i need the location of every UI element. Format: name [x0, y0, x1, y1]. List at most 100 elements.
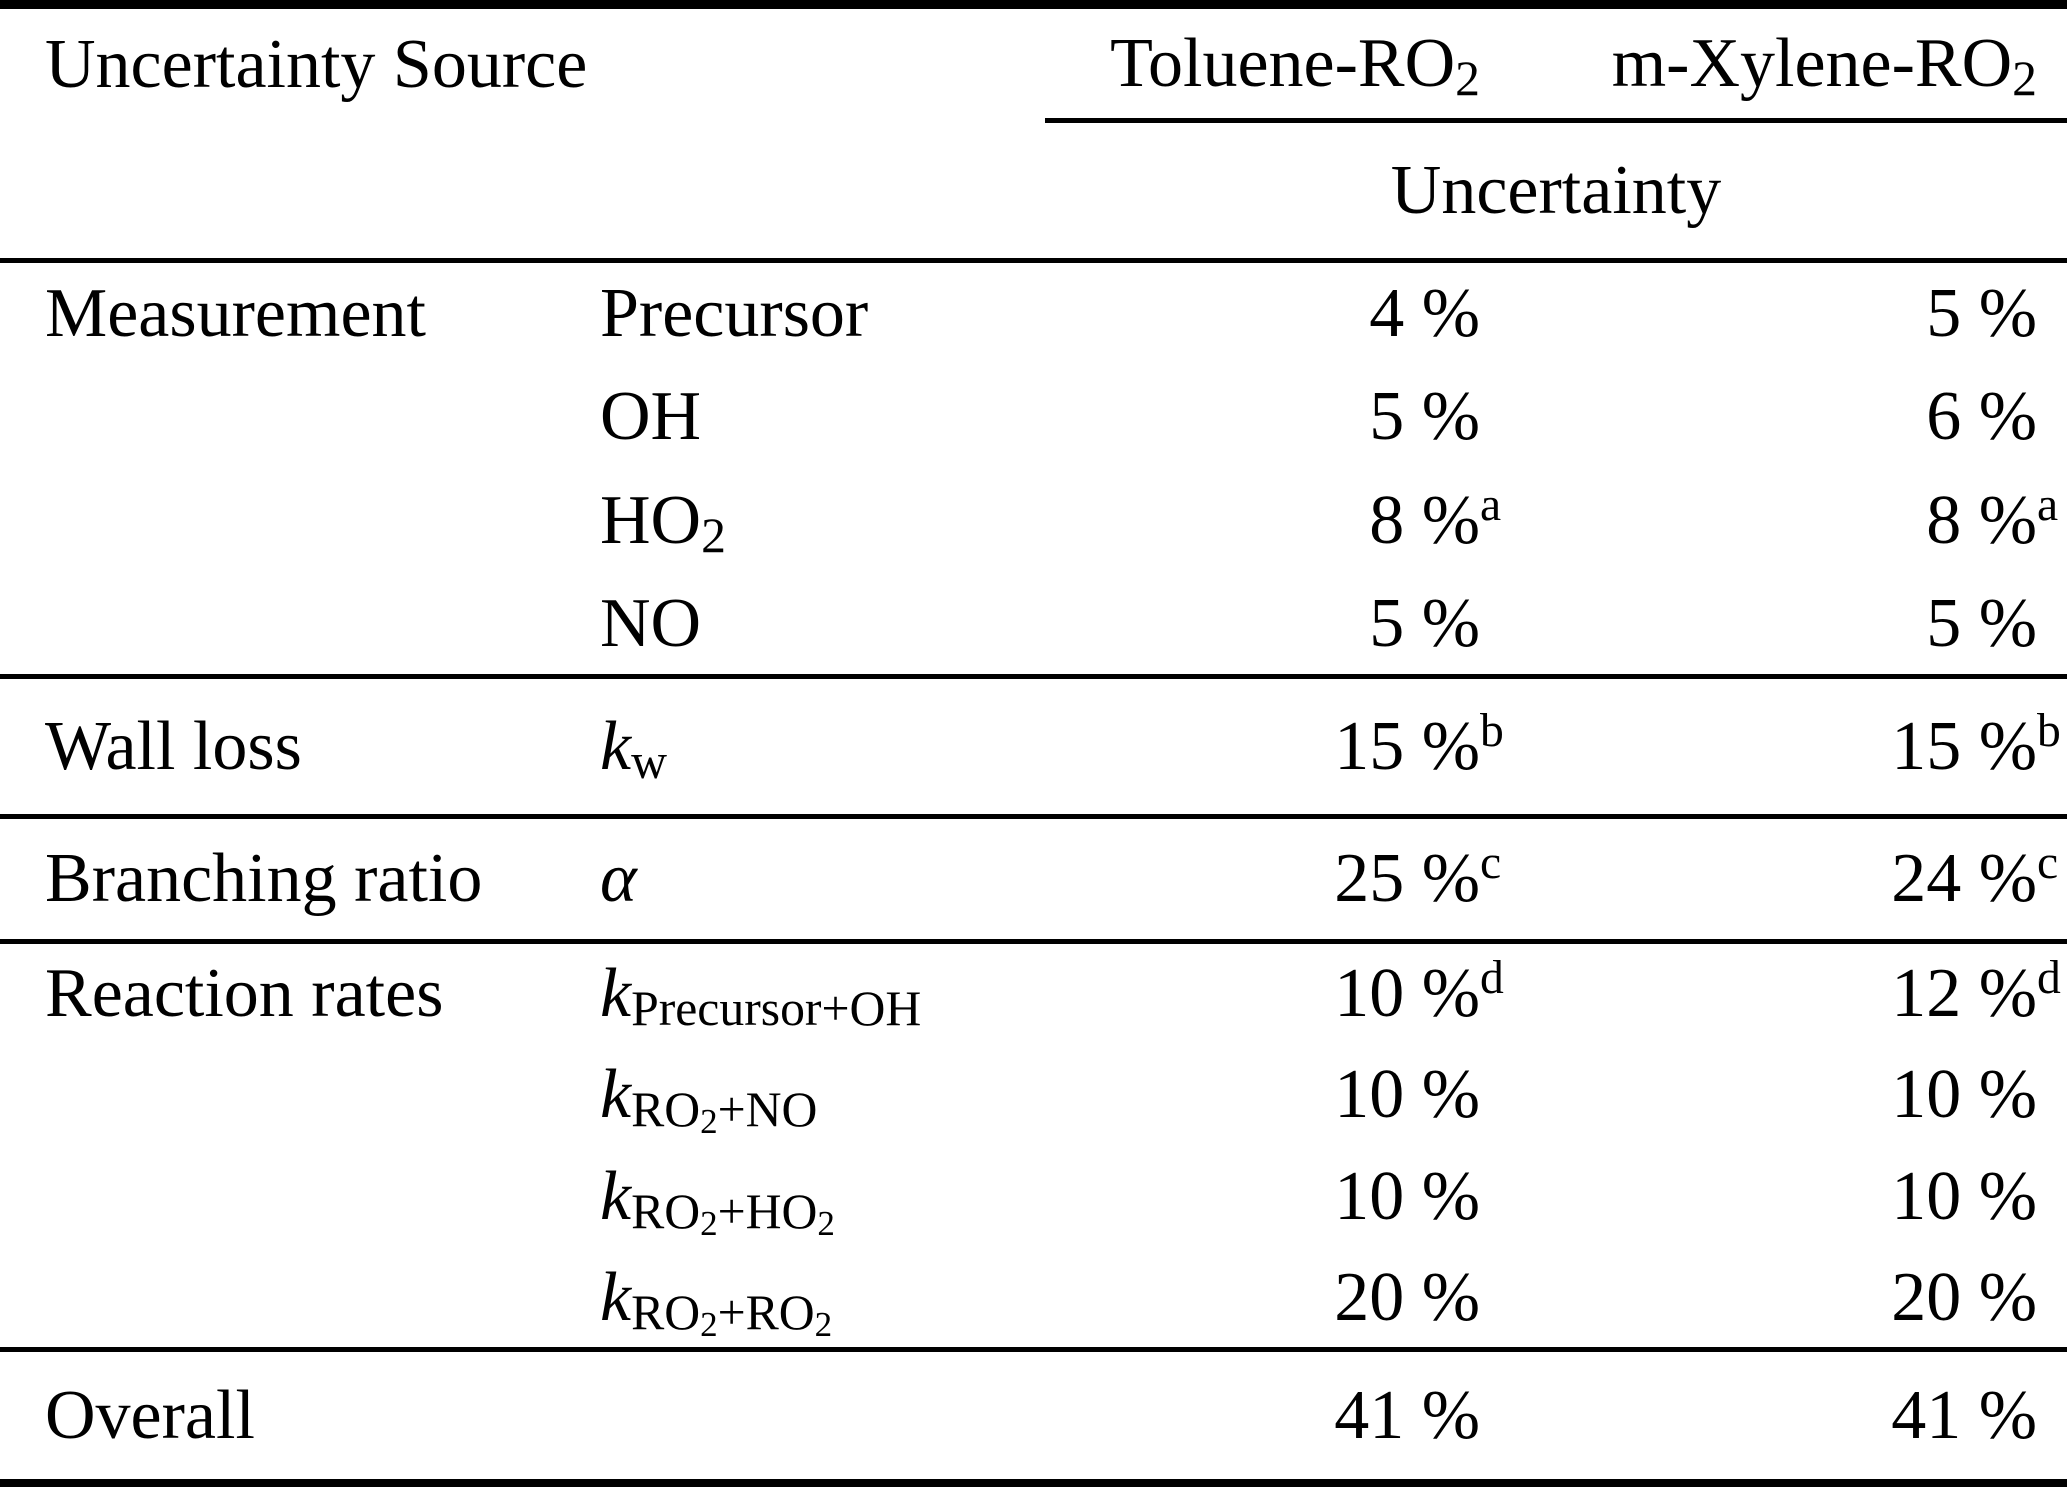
subscript: +NO: [717, 1081, 818, 1137]
toluene-value-cell: 20 %: [1045, 1247, 1516, 1352]
uncertainty-value: 41 %: [1891, 1376, 2038, 1454]
table-row-overall: Overall 41 % 41 %: [0, 1350, 2067, 1483]
mxylene-value-cell: 8 %a: [1926, 478, 2059, 559]
symbol: k: [600, 707, 632, 785]
text: m-Xylene-RO: [1611, 24, 2013, 102]
subscript: RO: [631, 1284, 701, 1340]
toluene-value-cell: 8 %a: [1369, 478, 1502, 559]
group-label-cell: [0, 469, 600, 573]
mxylene-value-cell: 10 %: [1515, 1146, 2067, 1248]
mxylene-value-cell: 24 %c: [1515, 816, 2067, 944]
subheader-row: Uncertainty: [0, 120, 2067, 263]
group-label-cell: Overall: [45, 1376, 255, 1454]
parameter-cell: kRO2+NO: [600, 1044, 1045, 1146]
text: NO: [600, 584, 702, 662]
toluene-value-cell: 5 %: [1045, 365, 1515, 469]
subscript: 2: [700, 1203, 718, 1243]
group-label-cell: [0, 1044, 600, 1146]
subscript: 2: [817, 1203, 835, 1243]
mxylene-value-cell: 20 %: [1515, 1247, 2067, 1352]
group-label-cell: Measurement: [45, 275, 426, 352]
column-header-m-xylene-ro2: m-Xylene-RO2: [1515, 4, 2067, 123]
uncertainty-value: 8 %: [1369, 481, 1481, 559]
group-label-cell: [0, 572, 600, 679]
uncertainty-value: 5 %: [1369, 377, 1481, 455]
group-label-cell: [0, 365, 600, 469]
mxylene-value-cell: 10 %: [1515, 1044, 2067, 1146]
table-row-measurement: OH 5 % 6 %: [0, 365, 2067, 469]
uncertainty-value: 10 %: [1891, 1055, 2038, 1133]
uncertainty-value: 10 %: [1334, 955, 1481, 1032]
subheader-spacer-cell: [0, 120, 1046, 263]
subscript: 2: [2012, 50, 2038, 106]
uncertainty-value: 12 %: [1891, 955, 2038, 1032]
toluene-value-cell: 25 %c: [1045, 816, 1516, 944]
table-row-reaction-rates: kRO2+HO2 10 % 10 %: [0, 1146, 2067, 1248]
toluene-value-cell: 10 %d: [1334, 952, 1504, 1032]
uncertainty-value: 5 %: [1369, 584, 1481, 662]
text: Precursor: [600, 275, 869, 352]
subscript: RO: [631, 1183, 701, 1239]
symbol: k: [600, 955, 632, 1032]
uncertainty-value: 10 %: [1334, 1157, 1481, 1235]
parameter-cell: kPrecursor+OH: [600, 942, 1045, 1044]
toluene-value-cell: 41 %: [1045, 1350, 1515, 1483]
mxylene-value-cell: 12 %d: [1891, 952, 2061, 1032]
mxylene-value-cell: 5 %: [1515, 261, 2067, 365]
parameter-cell: HO2: [600, 469, 1045, 573]
subscript: Precursor+OH: [631, 980, 922, 1036]
subscript: +HO: [717, 1183, 818, 1239]
symbol: k: [600, 1258, 632, 1336]
symbol: α: [600, 840, 637, 918]
table-row-measurement: Measurement Precursor 4 % 5 %: [0, 261, 2067, 365]
subscript: 2: [814, 1304, 833, 1344]
mxylene-value-cell: 15 %b: [1515, 676, 2067, 819]
column-header-uncertainty-source: Uncertainty Source: [45, 26, 588, 103]
table-row-wall-loss: Wall loss kw 15 %b 15 %b: [0, 676, 2067, 819]
uncertainty-value: 15 %: [1334, 707, 1481, 785]
group-label-cell: Branching ratio: [0, 816, 600, 944]
subscript: 2: [700, 1304, 718, 1344]
text: Toluene-RO: [1110, 24, 1456, 102]
parameter-cell: [600, 1350, 1045, 1483]
subscript: w: [631, 733, 667, 789]
table-row-measurement: NO 5 % 5 %: [0, 572, 2067, 679]
toluene-value-cell: 10 %: [1045, 1146, 1515, 1248]
parameter-cell: kw: [600, 676, 1046, 819]
uncertainty-value: 25 %: [1334, 840, 1481, 918]
group-label-cell: Wall loss: [0, 676, 600, 819]
toluene-value-cell: 10 %: [1045, 1044, 1515, 1146]
symbol: k: [600, 1055, 632, 1133]
subscript: 2: [701, 507, 726, 563]
table-row-reaction-rates: kRO2+RO2 20 % 20 %: [0, 1247, 2067, 1352]
table-body: Measurement Precursor 4 % 5 % OH 5 % 6 % HO2 8 %…: [0, 261, 2067, 1483]
subheader-uncertainty: Uncertainty: [1045, 120, 2067, 263]
group-label-cell: [0, 1247, 600, 1352]
parameter-cell: kRO2+HO2: [600, 1146, 1045, 1248]
subscript: +RO: [717, 1284, 815, 1340]
uncertainty-value: 8 %: [1926, 481, 2038, 559]
group-label-cell: Reaction rates: [45, 955, 444, 1032]
uncertainty-value: 5 %: [1926, 584, 2038, 662]
parameter-cell: OH: [600, 365, 1045, 469]
text: OH: [600, 377, 702, 455]
subscript: RO: [631, 1081, 701, 1137]
uncertainty-value: 10 %: [1891, 1157, 2038, 1235]
subscript: 2: [1455, 50, 1481, 106]
header-row: Uncertainty Source Toluene-RO2 m-Xylene-…: [0, 4, 2067, 123]
column-header-toluene-ro2: Toluene-RO2: [1045, 4, 1516, 123]
uncertainty-value: 10 %: [1334, 1055, 1481, 1133]
uncertainty-value: 20 %: [1334, 1258, 1481, 1336]
uncertainty-value: 5 %: [1926, 275, 2038, 352]
text: HO: [600, 481, 702, 559]
uncertainty-value: 6 %: [1926, 377, 2038, 455]
mxylene-value-cell: 6 %: [1515, 365, 2067, 469]
uncertainty-value: 24 %: [1891, 840, 2038, 918]
uncertainty-value: 20 %: [1891, 1258, 2038, 1336]
table-row-reaction-rates: Reaction rates kPrecursor+OH 10 %d 12 %d: [0, 942, 2067, 1044]
uncertainty-value: 4 %: [1369, 275, 1481, 352]
group-label-cell: [0, 1146, 600, 1248]
toluene-value-cell: 4 %: [1045, 261, 1515, 365]
